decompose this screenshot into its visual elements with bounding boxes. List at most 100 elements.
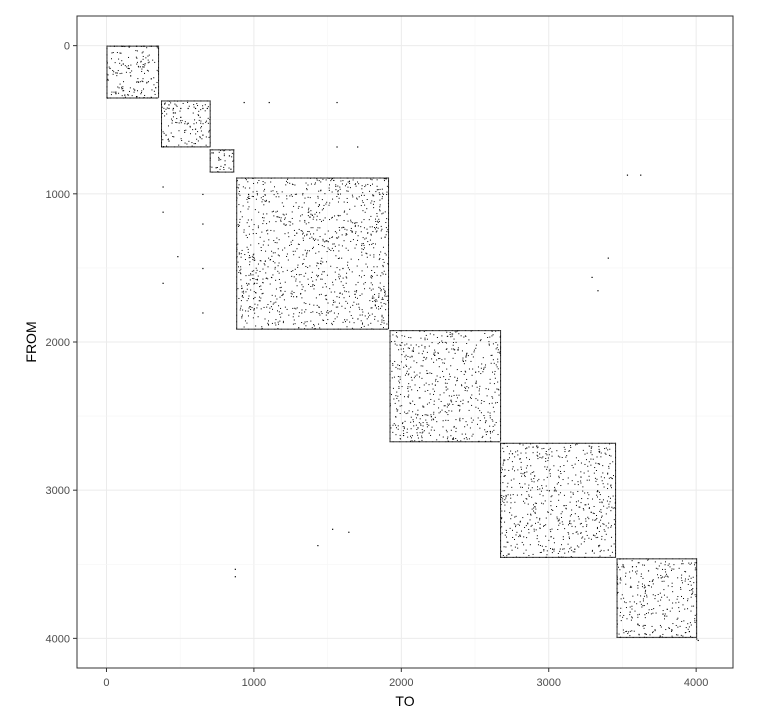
data-point — [376, 223, 378, 225]
data-point — [275, 328, 277, 330]
data-point — [302, 237, 304, 239]
data-point — [318, 190, 320, 192]
data-point — [615, 548, 617, 550]
data-point — [238, 225, 240, 227]
data-point — [195, 100, 197, 102]
data-point — [317, 227, 319, 229]
data-point — [696, 563, 698, 565]
data-point — [301, 284, 303, 286]
data-point — [253, 177, 255, 179]
data-point — [219, 171, 221, 173]
data-point — [383, 328, 385, 330]
data-point — [597, 536, 599, 538]
data-point — [543, 525, 545, 527]
data-point — [428, 441, 430, 443]
data-point — [616, 582, 618, 584]
data-point — [261, 293, 263, 295]
data-point — [500, 531, 502, 533]
data-point — [604, 539, 606, 541]
data-point — [374, 304, 376, 306]
data-point — [328, 177, 330, 179]
data-point — [434, 390, 436, 392]
data-point — [376, 274, 378, 276]
data-point — [487, 441, 489, 443]
data-point — [271, 211, 273, 213]
data-point — [501, 510, 503, 512]
data-point — [441, 441, 443, 443]
data-point — [307, 209, 309, 211]
data-point — [233, 162, 235, 164]
data-point — [593, 505, 595, 507]
data-point — [567, 556, 569, 558]
data-point — [166, 107, 168, 109]
data-point — [106, 49, 108, 51]
data-point — [398, 330, 400, 332]
data-point — [500, 464, 502, 466]
data-point — [564, 451, 566, 453]
data-point — [141, 52, 143, 54]
data-point — [388, 192, 390, 194]
data-point — [106, 85, 108, 87]
data-point — [369, 239, 371, 241]
data-point — [382, 259, 384, 261]
data-point — [262, 183, 264, 185]
data-point — [478, 393, 480, 395]
data-point — [209, 165, 211, 167]
data-point — [291, 275, 293, 277]
data-point — [601, 480, 603, 482]
data-point — [520, 466, 522, 468]
data-point — [609, 442, 611, 444]
data-point — [608, 454, 610, 456]
data-point — [266, 230, 268, 232]
data-point — [445, 386, 447, 388]
data-point — [388, 264, 390, 266]
data-point — [116, 75, 118, 77]
data-point — [260, 250, 262, 252]
data-point — [654, 630, 656, 632]
data-point — [144, 97, 146, 99]
data-point — [492, 431, 494, 433]
data-point — [200, 127, 202, 129]
data-point — [144, 63, 146, 65]
data-point — [236, 239, 238, 241]
data-point — [603, 505, 605, 507]
data-point — [173, 136, 175, 138]
data-point — [373, 207, 375, 209]
data-point — [542, 503, 544, 505]
data-point — [615, 505, 617, 507]
data-point — [304, 290, 306, 292]
data-point — [361, 245, 363, 247]
data-point — [106, 78, 108, 80]
data-point — [463, 441, 465, 443]
data-point — [550, 505, 552, 507]
data-point — [305, 255, 307, 257]
data-point — [504, 534, 506, 536]
data-point — [387, 295, 389, 297]
data-point — [616, 572, 618, 574]
data-point — [625, 607, 627, 609]
data-point — [458, 410, 460, 412]
data-point — [249, 198, 251, 200]
data-point — [526, 465, 528, 467]
data-point — [510, 507, 512, 509]
data-point — [672, 602, 674, 604]
data-point — [161, 144, 163, 146]
data-point — [556, 518, 558, 520]
data-point — [236, 235, 238, 237]
data-point — [421, 439, 423, 441]
data-point — [325, 294, 327, 296]
data-point — [371, 297, 374, 299]
data-point — [367, 241, 369, 243]
data-point — [402, 330, 404, 332]
data-point — [500, 541, 502, 543]
data-point — [696, 590, 698, 592]
data-point — [543, 447, 545, 449]
data-point — [471, 353, 473, 355]
data-point — [500, 543, 502, 545]
data-point — [539, 527, 541, 529]
data-point — [612, 495, 614, 497]
data-point — [689, 589, 691, 591]
data-point — [620, 598, 622, 600]
data-point — [642, 577, 644, 579]
data-point — [394, 340, 396, 342]
